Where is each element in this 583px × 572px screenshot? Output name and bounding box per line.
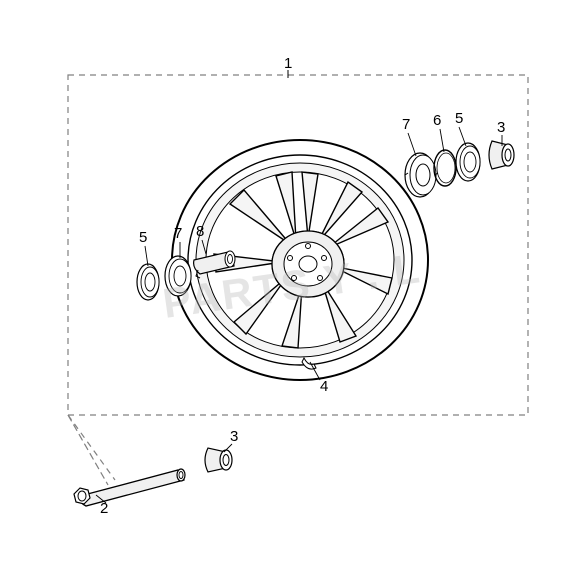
- callout-3b: 3: [230, 428, 238, 445]
- callout-8: 8: [196, 223, 204, 240]
- diagram-svg: [0, 0, 583, 572]
- callout-2: 2: [100, 500, 108, 517]
- parts-diagram: 1 5 6 3 7 8 7 5 4 3 2 PARTS Y . L: [0, 0, 583, 572]
- callout-7r: 7: [402, 116, 410, 133]
- callout-1: 1: [284, 55, 292, 72]
- callout-3r: 3: [497, 119, 505, 136]
- callout-5r: 5: [455, 110, 463, 127]
- callout-6: 6: [433, 112, 441, 129]
- callout-7l: 7: [174, 225, 182, 242]
- axle-group: [74, 444, 232, 506]
- callout-5l: 5: [139, 229, 147, 246]
- right-parts: [405, 127, 514, 197]
- callout-4: 4: [320, 378, 328, 395]
